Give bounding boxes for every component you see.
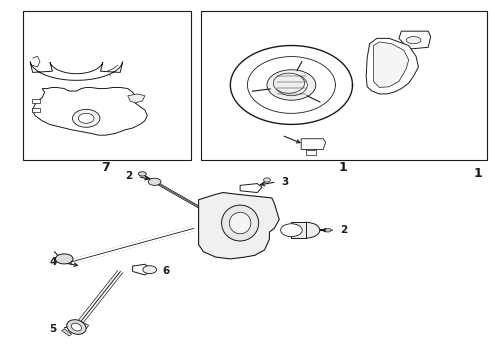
Polygon shape — [133, 264, 152, 275]
Polygon shape — [79, 321, 89, 329]
Text: 7: 7 — [101, 161, 110, 174]
Ellipse shape — [143, 266, 157, 274]
Polygon shape — [32, 99, 40, 103]
Ellipse shape — [55, 254, 73, 264]
Text: 5: 5 — [49, 324, 57, 334]
Polygon shape — [306, 149, 316, 155]
Bar — [201, 12, 487, 160]
Bar — [23, 12, 191, 160]
Ellipse shape — [264, 178, 270, 182]
Ellipse shape — [73, 109, 100, 127]
Text: 3: 3 — [282, 177, 289, 187]
Text: 1: 1 — [339, 161, 347, 174]
Polygon shape — [62, 329, 72, 336]
Ellipse shape — [325, 228, 331, 232]
Text: 1: 1 — [473, 167, 482, 180]
Ellipse shape — [78, 113, 94, 123]
Polygon shape — [32, 108, 40, 112]
Bar — [292, 222, 306, 238]
Polygon shape — [240, 184, 262, 193]
Ellipse shape — [273, 73, 305, 93]
Ellipse shape — [67, 320, 86, 334]
Polygon shape — [373, 42, 409, 87]
Text: 2: 2 — [340, 225, 347, 235]
Ellipse shape — [275, 74, 307, 96]
Ellipse shape — [72, 323, 81, 331]
Polygon shape — [301, 139, 326, 149]
Text: 2: 2 — [125, 171, 133, 181]
Ellipse shape — [221, 205, 259, 241]
Text: 6: 6 — [162, 266, 169, 276]
Ellipse shape — [293, 222, 320, 238]
Polygon shape — [366, 39, 418, 94]
Ellipse shape — [267, 70, 316, 100]
Ellipse shape — [406, 37, 421, 44]
Ellipse shape — [281, 224, 302, 237]
Text: 4: 4 — [49, 257, 57, 267]
Polygon shape — [30, 62, 122, 80]
Polygon shape — [32, 87, 147, 135]
Polygon shape — [399, 31, 431, 49]
Ellipse shape — [148, 178, 161, 185]
Polygon shape — [198, 193, 279, 259]
Ellipse shape — [139, 172, 147, 176]
Polygon shape — [128, 94, 145, 103]
Ellipse shape — [229, 212, 251, 234]
